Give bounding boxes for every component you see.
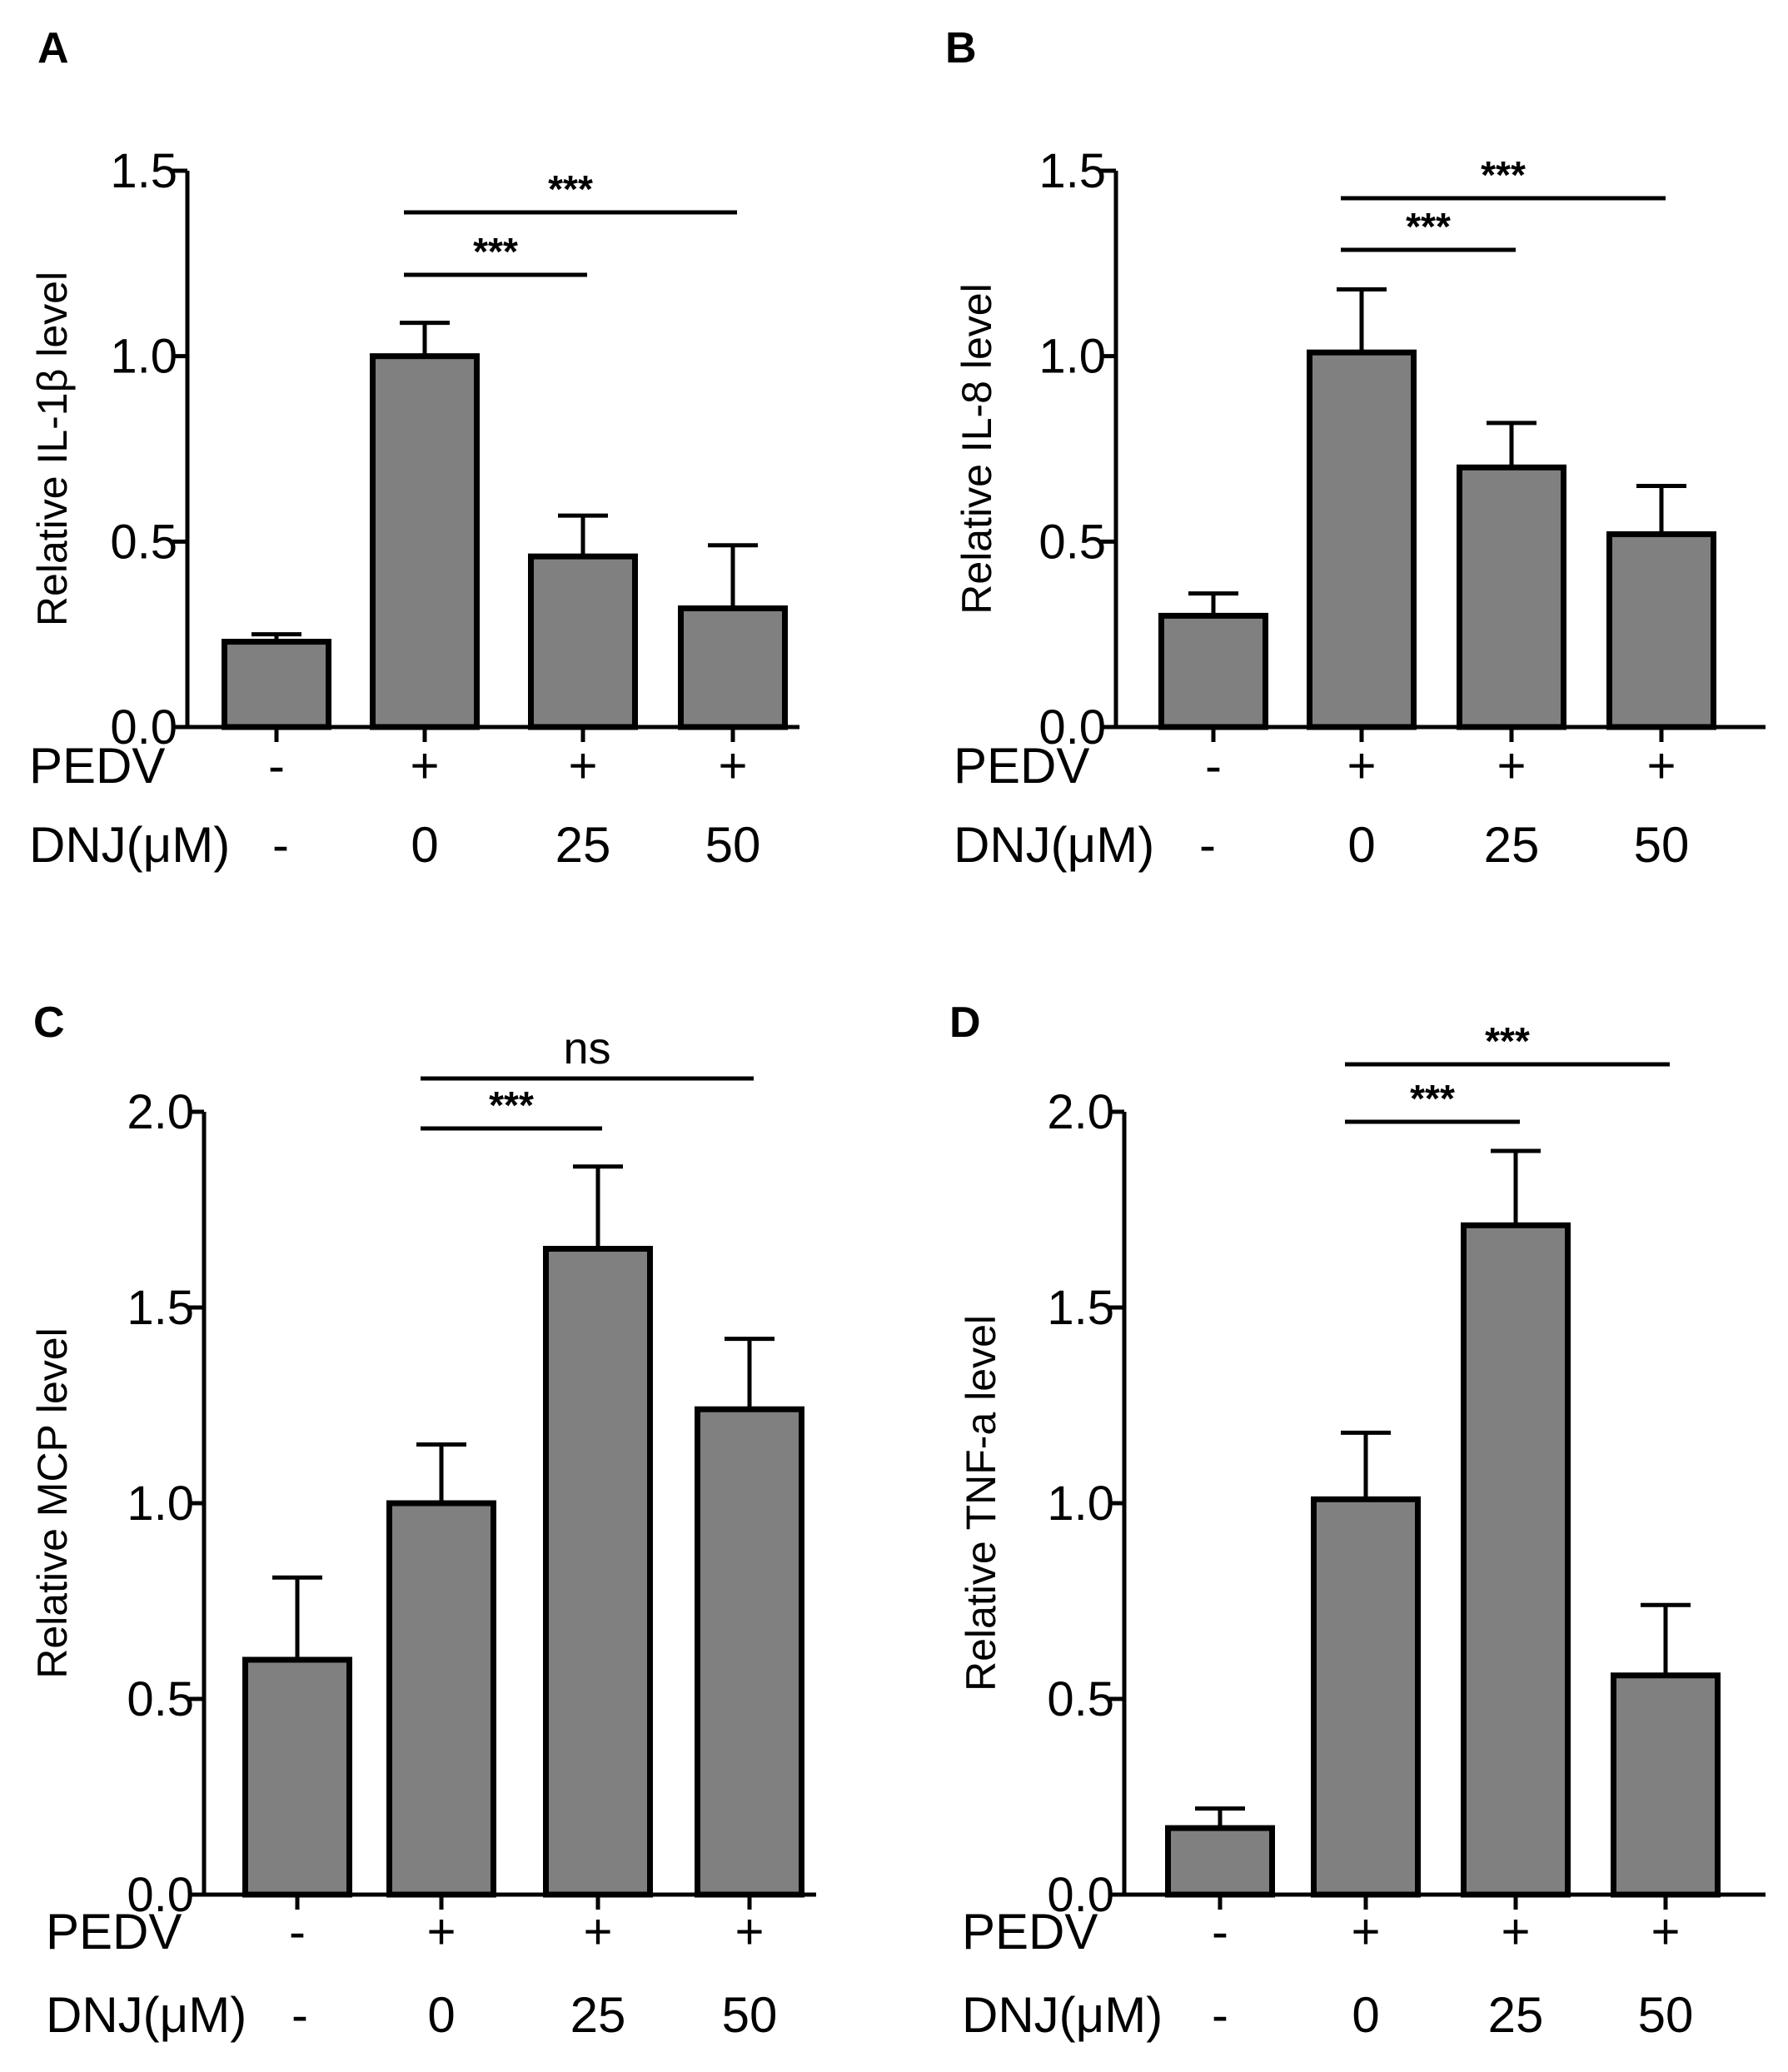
- condition-dnj: 25: [1484, 817, 1540, 873]
- y-tick-label: 1.0: [110, 330, 177, 384]
- bar: [1311, 1496, 1421, 1898]
- condition-dnj: 0: [411, 817, 438, 873]
- bar: [370, 353, 480, 730]
- condition-dnj: 25: [1488, 1987, 1544, 2043]
- row-label-pedv: PEDV: [46, 1904, 182, 1960]
- condition-dnj: -: [291, 1987, 308, 2043]
- bar: [1165, 1825, 1275, 1898]
- y-tick-label: 0.0: [127, 1868, 194, 1922]
- bar: [222, 639, 331, 730]
- row-label-pedv: PEDV: [954, 738, 1089, 794]
- bar: [1606, 530, 1716, 730]
- panel-b: B Relative IL-8 level 0.0 0.5 1.0 1.5 *** *** PE…: [945, 24, 1766, 873]
- significance-label: ns: [563, 1024, 610, 1073]
- row-label-dnj: DNJ(μM): [46, 1987, 247, 2043]
- panel-letter: D: [949, 999, 981, 1047]
- bar: [678, 605, 788, 730]
- significance-label: ***: [1406, 205, 1451, 248]
- condition-dnj: 50: [1634, 817, 1690, 873]
- bar: [1307, 349, 1417, 730]
- significance-label: ***: [1481, 153, 1526, 197]
- condition-dnj: 50: [722, 1987, 778, 2043]
- condition-dnj: -: [1199, 817, 1216, 873]
- panel-c: C Relative MCP level 0.0 0.5 1.0 1.5 2.0 *** ns P…: [29, 999, 816, 2043]
- panel-d: D Relative TNF-a level 0.0 0.5 1.0 1.5 2.0 *** *…: [949, 999, 1766, 2043]
- y-axis-title: Relative TNF-a level: [958, 1315, 1004, 1691]
- panel-letter: B: [945, 24, 977, 72]
- condition-pedv: -: [1205, 738, 1222, 794]
- significance-label: ***: [473, 230, 518, 273]
- condition-pedv: +: [1497, 738, 1526, 794]
- row-label-pedv: PEDV: [29, 738, 165, 794]
- significance-label: ***: [489, 1083, 534, 1127]
- y-tick-label: 1.5: [1047, 1281, 1114, 1335]
- condition-pedv: -: [289, 1904, 306, 1960]
- row-label-dnj: DNJ(μM): [962, 1987, 1163, 2043]
- condition-dnj: -: [1212, 1987, 1228, 2043]
- condition-pedv: +: [426, 1904, 456, 1960]
- y-tick-label: 2.0: [1047, 1085, 1114, 1139]
- y-tick-label: 0.5: [110, 515, 177, 569]
- significance-label: ***: [548, 167, 593, 211]
- panel-letter: A: [37, 24, 69, 72]
- bar: [386, 1500, 496, 1898]
- bar: [1611, 1672, 1721, 1898]
- condition-dnj: -: [272, 817, 289, 873]
- y-tick-label: 0.5: [1047, 1672, 1114, 1726]
- row-label-dnj: DNJ(μM): [29, 817, 230, 873]
- y-tick-label: 1.5: [110, 144, 177, 198]
- condition-pedv: -: [1212, 1904, 1228, 1960]
- condition-pedv: +: [1347, 738, 1376, 794]
- y-tick-label: 0.5: [1038, 515, 1106, 569]
- condition-pedv: +: [583, 1904, 612, 1960]
- condition-pedv: +: [1501, 1904, 1530, 1960]
- condition-pedv: +: [735, 1904, 764, 1960]
- y-tick-label: 0.0: [1047, 1868, 1114, 1922]
- condition-dnj: 50: [705, 817, 761, 873]
- y-tick-label: 1.0: [1047, 1477, 1114, 1531]
- condition-pedv: +: [1651, 1904, 1680, 1960]
- significance-label: ***: [1410, 1077, 1455, 1120]
- y-axis-title: Relative MCP level: [29, 1327, 76, 1678]
- condition-dnj: 25: [570, 1987, 626, 2043]
- panel-a: A Relative IL-1β level 0.0 0.5 1.0 1.5 *** *** P…: [29, 24, 799, 873]
- y-tick-label: 2.0: [127, 1085, 194, 1139]
- condition-pedv: +: [410, 738, 439, 794]
- bar: [695, 1406, 804, 1898]
- bar: [1461, 1222, 1571, 1898]
- y-tick-label: 1.0: [127, 1477, 194, 1531]
- condition-dnj: 50: [1638, 1987, 1694, 2043]
- bar: [1457, 464, 1566, 730]
- y-axis-title: Relative IL-1β level: [29, 271, 76, 626]
- y-tick-label: 0.0: [1038, 700, 1106, 755]
- y-tick-label: 1.5: [127, 1281, 194, 1335]
- row-label-pedv: PEDV: [962, 1904, 1098, 1960]
- bar: [528, 553, 638, 730]
- condition-dnj: 0: [1347, 817, 1375, 873]
- panel-letter: C: [33, 999, 65, 1047]
- condition-pedv: +: [1646, 738, 1676, 794]
- y-tick-label: 1.0: [1038, 330, 1106, 384]
- significance-label: ***: [1485, 1019, 1530, 1063]
- condition-dnj: 0: [1352, 1987, 1379, 2043]
- condition-pedv: +: [1351, 1904, 1380, 1960]
- y-tick-label: 0.0: [110, 700, 177, 755]
- bar: [1158, 612, 1268, 730]
- condition-pedv: +: [568, 738, 597, 794]
- row-label-dnj: DNJ(μM): [954, 817, 1154, 873]
- condition-pedv: -: [268, 738, 285, 794]
- condition-pedv: +: [718, 738, 747, 794]
- condition-dnj: 0: [427, 1987, 455, 2043]
- y-tick-label: 0.5: [127, 1672, 194, 1726]
- y-tick-label: 1.5: [1038, 144, 1106, 198]
- bar: [242, 1656, 352, 1898]
- condition-dnj: 25: [555, 817, 611, 873]
- bar: [543, 1246, 653, 1898]
- y-axis-title: Relative IL-8 level: [954, 283, 1000, 614]
